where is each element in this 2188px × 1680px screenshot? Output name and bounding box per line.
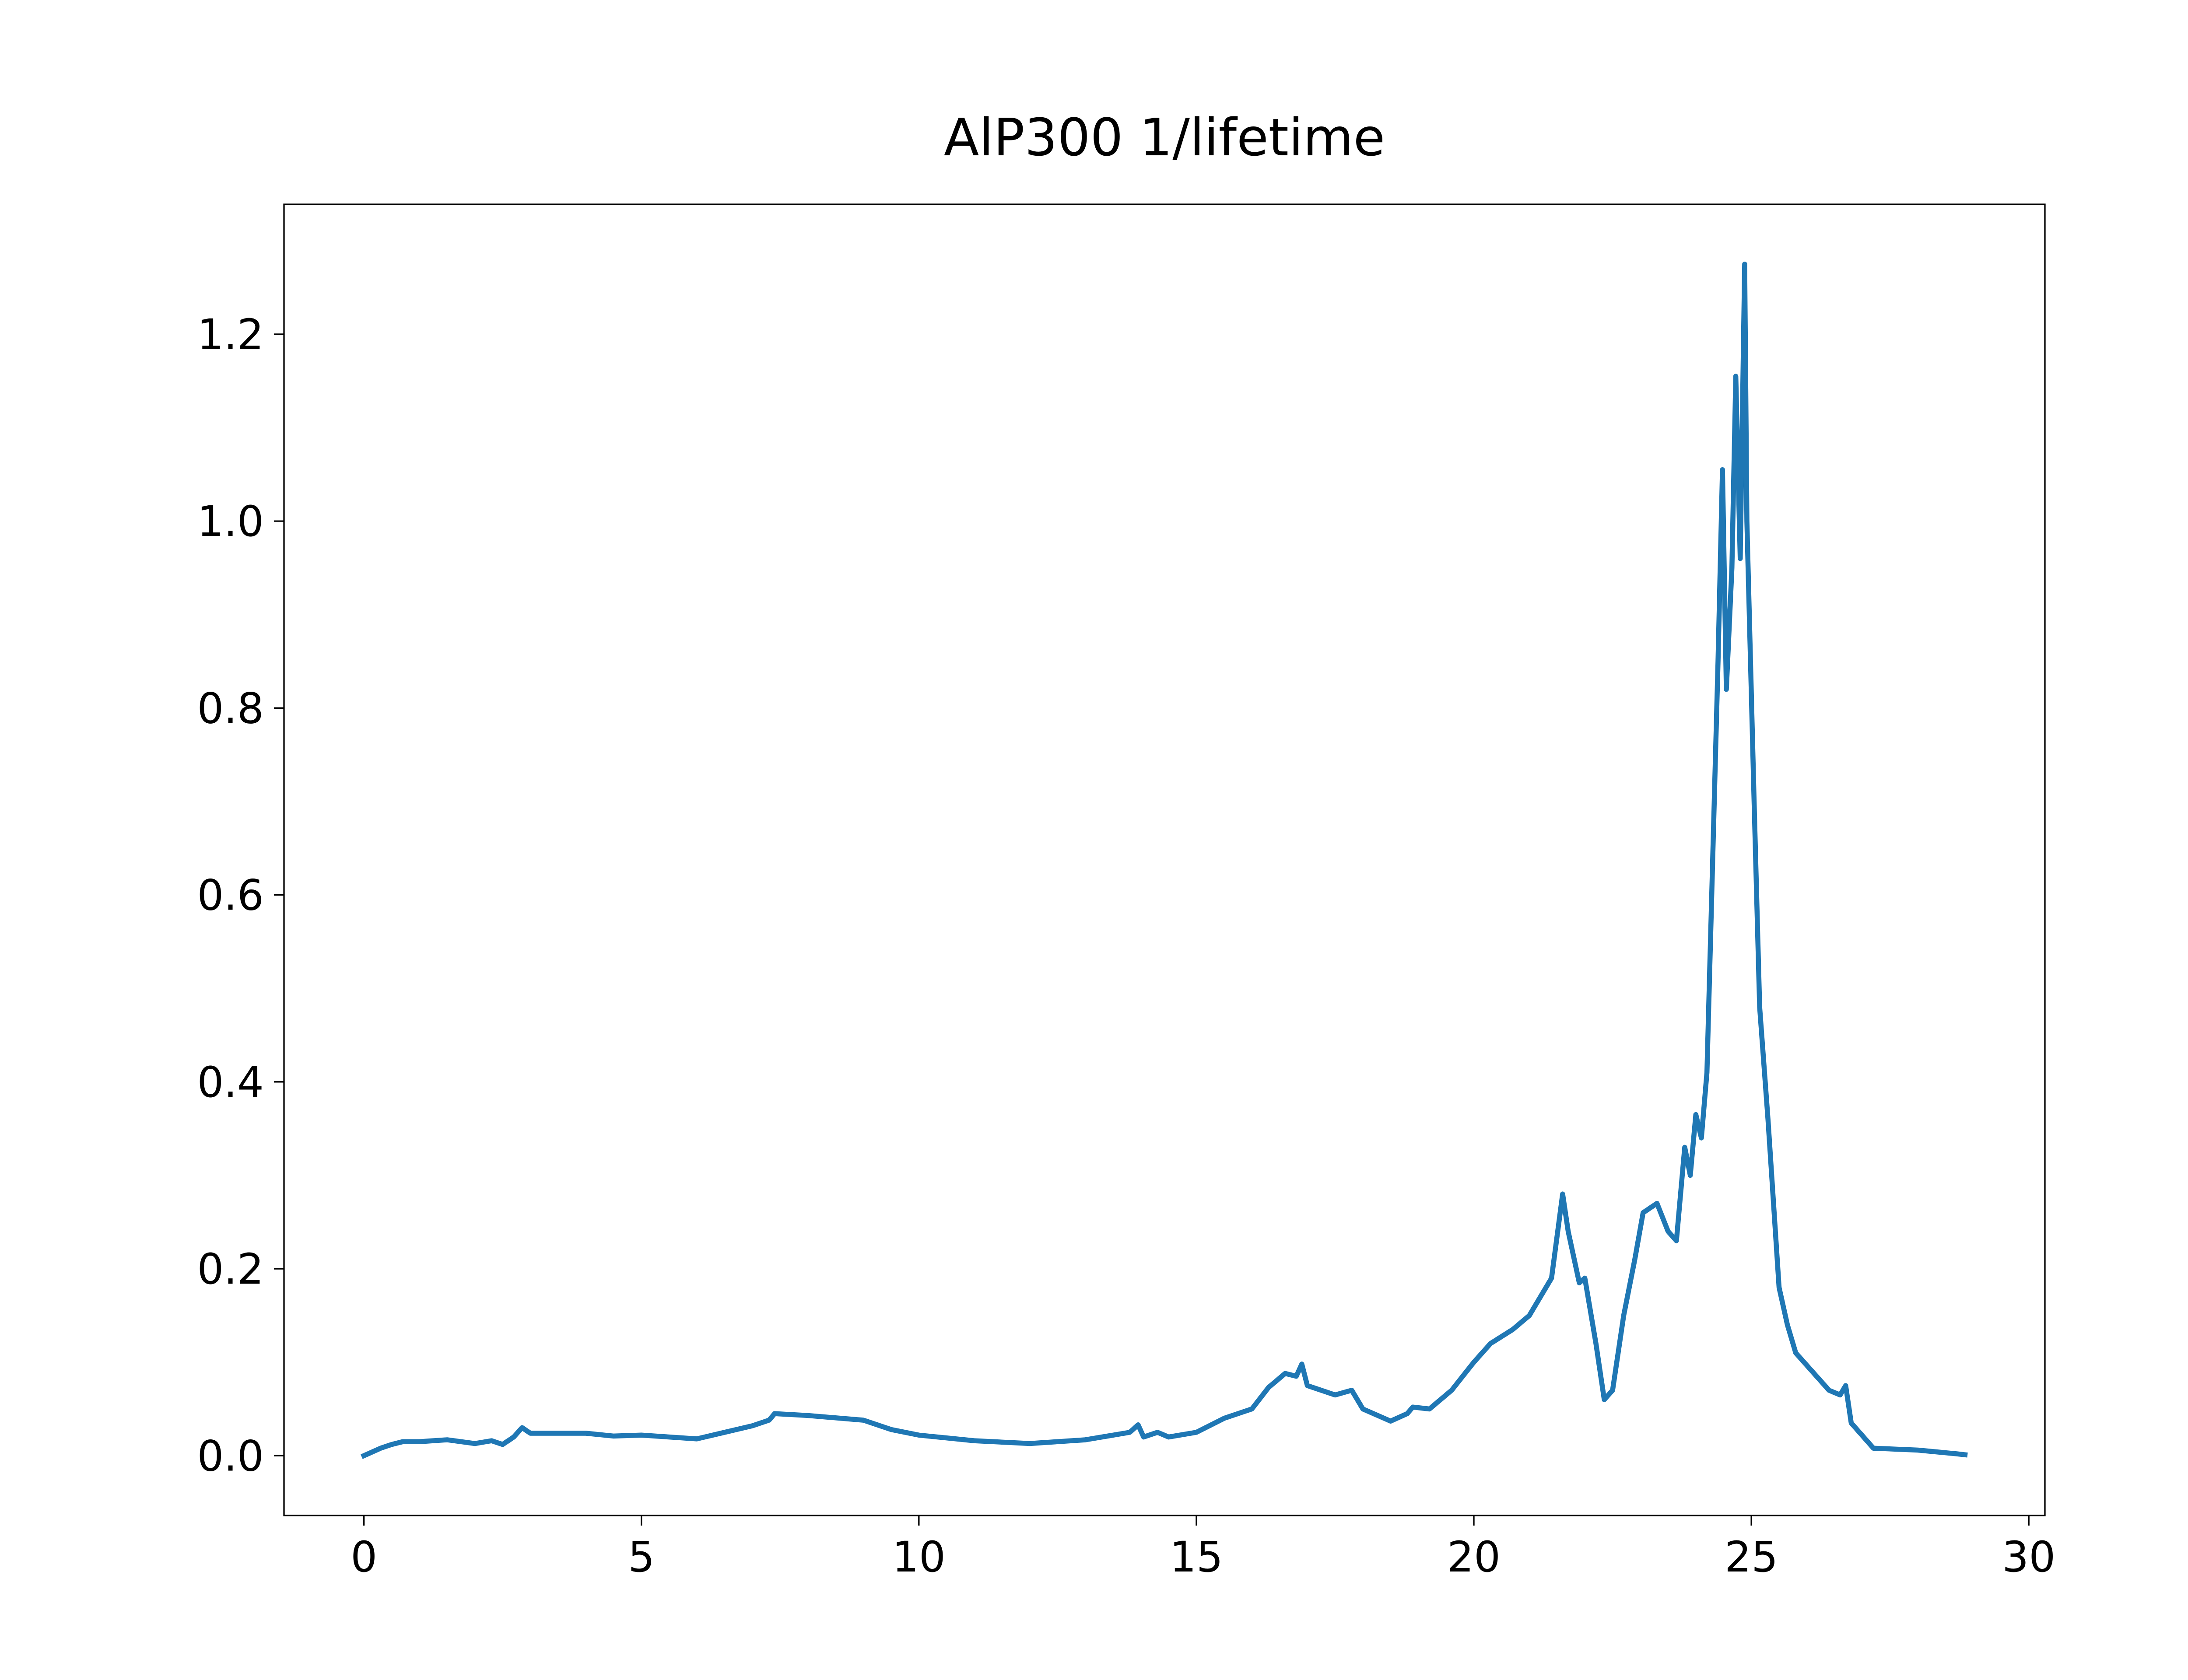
x-tick-label: 20 [1447, 1533, 1501, 1582]
x-tick-label: 0 [351, 1533, 377, 1582]
y-tick-label: 0.4 [197, 1058, 264, 1107]
x-tick-label: 15 [1170, 1533, 1223, 1582]
plot-frame [283, 203, 2046, 1516]
y-tick-label: 0.0 [197, 1432, 264, 1480]
y-tick-label: 0.8 [197, 684, 264, 733]
chart-title: AlP300 1/lifetime [944, 107, 1385, 168]
y-tick-label: 1.2 [197, 310, 264, 359]
y-tick-label: 1.0 [197, 497, 264, 546]
x-tick-label: 10 [892, 1533, 946, 1582]
x-tick-label: 30 [2002, 1533, 2055, 1582]
y-tick-label: 0.2 [197, 1245, 264, 1294]
x-tick-label: 25 [1725, 1533, 1778, 1582]
data-line [361, 261, 1968, 1459]
x-tick-label: 5 [628, 1533, 655, 1582]
y-tick-label: 0.6 [197, 871, 264, 920]
